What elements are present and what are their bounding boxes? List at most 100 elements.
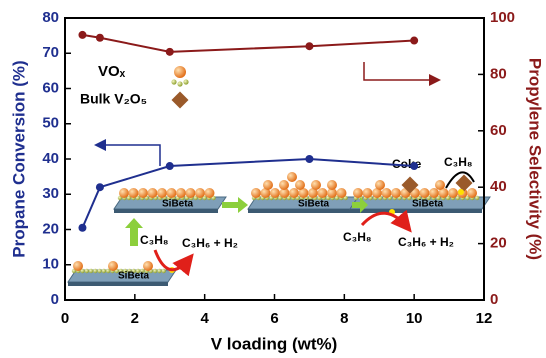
vox-cluster <box>195 188 205 198</box>
vox-small <box>127 268 132 274</box>
x-tick-label: 8 <box>340 310 348 327</box>
support-slab-face <box>68 282 168 286</box>
vox-cluster <box>260 188 271 198</box>
vox-small <box>135 195 141 201</box>
vox-small <box>202 195 207 201</box>
vox-small <box>123 268 128 274</box>
annotation: SiBeta <box>162 199 194 210</box>
vox-small <box>157 268 162 274</box>
y-axis-label: Propane Conversion (%) <box>9 60 28 257</box>
annotation: C₃H₈ <box>343 230 372 244</box>
y-tick-label: 10 <box>42 256 59 273</box>
vox-cluster <box>143 261 153 271</box>
vox-small <box>465 195 470 201</box>
series-line <box>82 33 415 53</box>
y2-tick-label: 100 <box>490 9 515 26</box>
annotation: Bulk V₂O₅ <box>80 91 147 107</box>
vox-small <box>131 268 137 274</box>
y2-axis-label: Propylene Selectivity (%) <box>526 58 545 260</box>
data-point <box>165 47 174 56</box>
x-tick-label: 10 <box>406 310 423 327</box>
vox-cluster <box>185 188 196 198</box>
vox-cluster <box>251 188 261 198</box>
vox-cluster <box>353 188 363 198</box>
vox-small <box>177 81 183 87</box>
data-point <box>78 223 87 232</box>
data-point <box>410 36 419 45</box>
vox-small <box>455 195 460 201</box>
axis-pointer-arrow <box>94 139 161 166</box>
vox-small <box>474 195 480 201</box>
vox-cluster <box>119 188 129 198</box>
data-point <box>78 30 87 39</box>
vox-cluster <box>298 188 309 198</box>
axis-pointer-arrow <box>363 62 441 86</box>
vox-cluster <box>327 188 337 198</box>
reaction-arrow <box>153 249 194 277</box>
vox-small <box>88 268 94 274</box>
vox-cluster <box>372 188 382 198</box>
vox-small <box>97 268 102 274</box>
vox-small <box>152 268 158 274</box>
vox-cluster <box>375 180 385 190</box>
annotation: SiBeta <box>118 271 150 282</box>
vox-cluster <box>308 188 318 198</box>
vox-cluster <box>174 66 186 78</box>
vox-small <box>286 195 292 201</box>
process-arrow <box>125 218 143 246</box>
y-tick-label: 60 <box>42 79 59 96</box>
reaction-arrow <box>445 171 475 189</box>
vox-cluster <box>157 188 167 198</box>
vox-cluster <box>287 172 297 182</box>
vox-cluster <box>438 188 449 198</box>
y2-tick-label: 60 <box>490 122 507 139</box>
data-point <box>95 33 104 42</box>
vox-small <box>84 268 90 274</box>
bulk-v2o5 <box>455 174 473 192</box>
data-point <box>95 183 104 192</box>
y-tick-label: 40 <box>42 150 59 167</box>
annotation: SiBeta <box>412 199 444 210</box>
vox-cluster <box>279 188 290 198</box>
vox-small <box>135 268 141 274</box>
vox-cluster <box>381 188 392 198</box>
y-tick-label: 0 <box>51 291 59 308</box>
vox-small <box>183 79 189 85</box>
vox-cluster <box>435 180 445 190</box>
vox-cluster <box>128 188 139 198</box>
vox-cluster <box>391 188 401 198</box>
vox-small <box>445 195 451 201</box>
x-tick-label: 12 <box>476 310 493 327</box>
vox-small <box>93 268 98 274</box>
vox-cluster <box>336 188 347 198</box>
y-tick-label: 30 <box>42 185 59 202</box>
annotation: VOₓ <box>98 63 126 80</box>
y2-tick-label: 80 <box>490 65 507 82</box>
illustration: VOₓ Bulk V₂O₅ SiBeta SiBeta SiBeta SiBeta C₃H₈… <box>67 63 491 286</box>
vox-small <box>171 79 177 85</box>
x-axis-label: V loading (wt%) <box>211 334 338 353</box>
vox-small <box>193 195 198 201</box>
vox-cluster <box>204 188 215 198</box>
vox-cluster <box>311 180 321 190</box>
vox-cluster <box>176 188 186 198</box>
bulk-v2o5 <box>401 176 419 194</box>
process-arrow <box>222 197 248 213</box>
annotation: C₃H₆ + H₂ <box>398 235 454 249</box>
vox-cluster <box>147 188 158 198</box>
x-tick-label: 4 <box>200 310 209 327</box>
vox-cluster <box>419 188 430 198</box>
y-tick-label: 70 <box>42 44 59 61</box>
vox-cluster <box>429 188 439 198</box>
y2-tick-label: 20 <box>490 235 507 252</box>
vox-small <box>118 268 124 274</box>
support-slab-face <box>350 209 482 213</box>
vox-small <box>334 195 340 201</box>
vox-small <box>126 195 132 201</box>
x-tick-label: 2 <box>131 310 139 327</box>
support-slab-face <box>248 209 350 213</box>
vox-small <box>101 268 107 274</box>
vox-cluster <box>73 261 83 271</box>
